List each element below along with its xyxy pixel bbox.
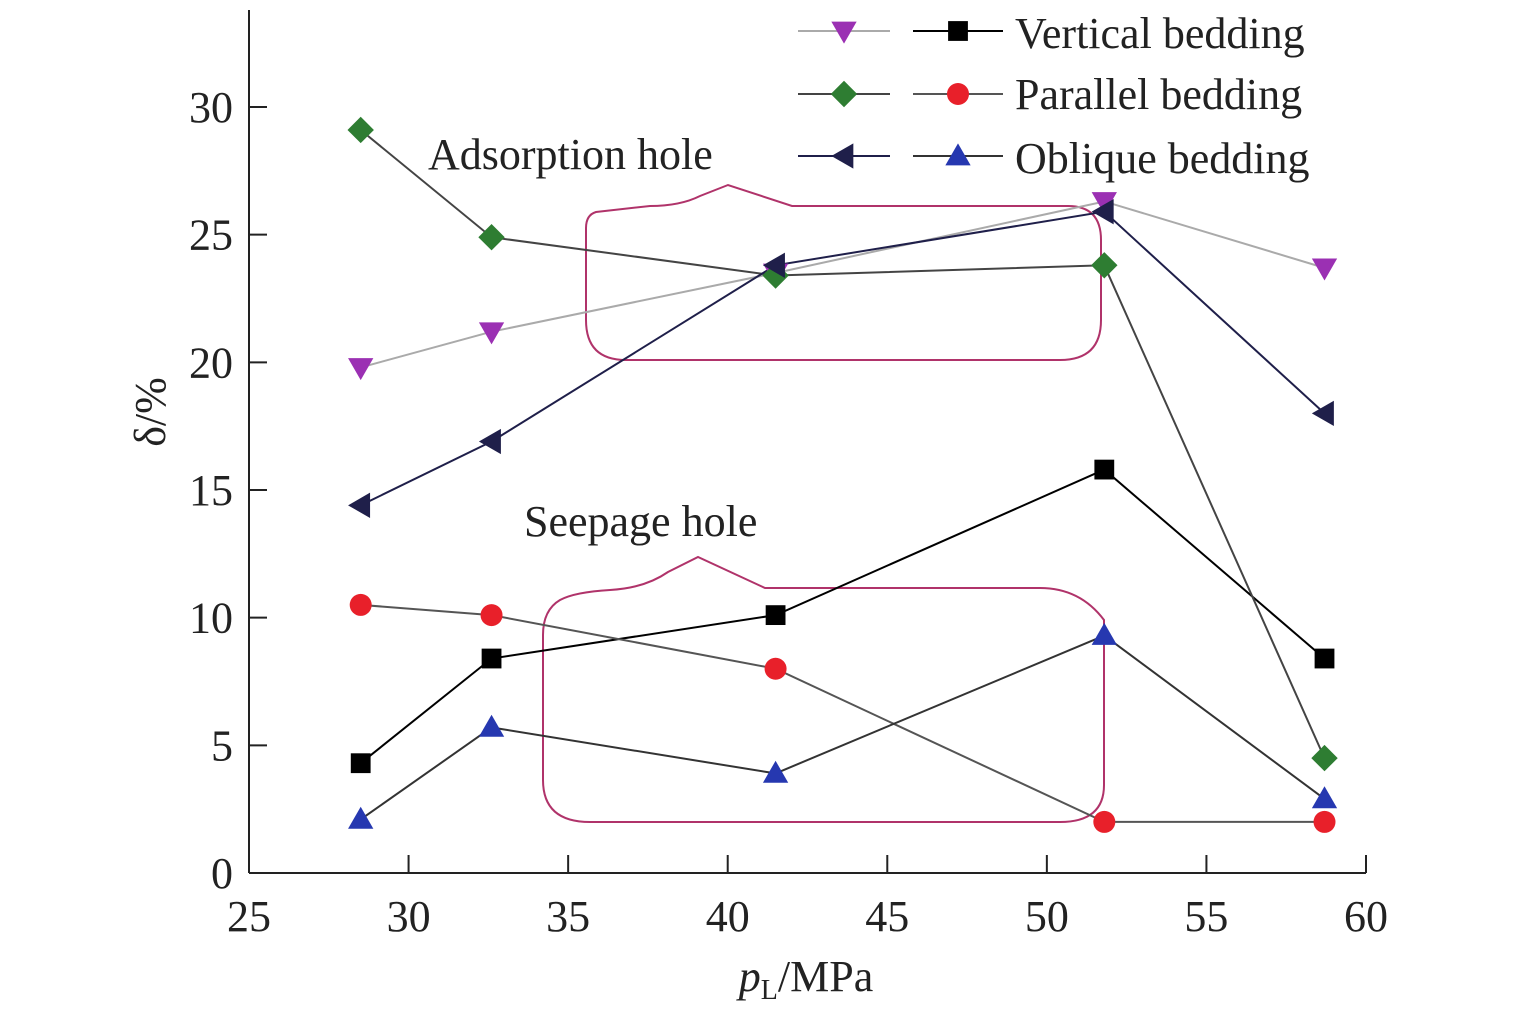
data-point-seepage-hole-parallel-bedding [480, 604, 503, 627]
region-adsorption-hole [585, 183, 1102, 361]
data-point-adsorption-hole-parallel-bedding [762, 262, 789, 289]
legend-marker [945, 143, 971, 166]
legend-label-oblique-bedding: Oblique bedding [1015, 134, 1310, 183]
series-line-adsorption-hole-oblique-bedding [360, 210, 1326, 507]
data-point-adsorption-hole-vertical-bedding [1311, 258, 1338, 281]
x-tick-label: 25 [227, 892, 271, 941]
data-point-adsorption-hole-parallel-bedding [478, 224, 505, 251]
data-point-seepage-hole-parallel-bedding [1313, 810, 1336, 833]
data-point-seepage-hole-vertical-bedding [350, 753, 371, 774]
data-point-seepage-hole-vertical-bedding [481, 648, 502, 669]
data-point-seepage-hole-vertical-bedding [765, 605, 786, 626]
x-axis-title: pL/MPa [736, 952, 873, 1006]
annotation-regions [542, 183, 1105, 823]
y-tick-label: 0 [211, 849, 233, 898]
data-point-adsorption-hole-parallel-bedding [1311, 744, 1338, 772]
data-point-seepage-hole-oblique-bedding [1091, 622, 1117, 645]
y-tick-label: 20 [189, 338, 233, 387]
tick-labels: 25 30 35 40 45 50 55 60 0 5 10 15 20 25 30 [189, 83, 1388, 941]
data-point-adsorption-hole-oblique-bedding [1311, 400, 1334, 427]
x-tick-label: 55 [1184, 892, 1228, 941]
data-point-adsorption-hole-parallel-bedding [347, 116, 374, 144]
legend-marker [947, 83, 969, 105]
x-axis-title-unit: /MPa [778, 952, 873, 1001]
legend: Vertical bedding Parallel bedding Obliqu… [798, 9, 1310, 183]
region-seepage-hole [542, 555, 1105, 823]
x-axis-title-main: p [736, 952, 761, 1001]
series-markers [347, 116, 1338, 833]
data-point-adsorption-hole-oblique-bedding [762, 252, 785, 278]
y-tick-label: 15 [189, 466, 233, 515]
legend-glyphs [798, 21, 1003, 169]
legend-label-vertical-bedding: Vertical bedding [1015, 9, 1305, 58]
x-tick-label: 45 [865, 892, 909, 941]
annotation-seepage-hole: Seepage hole [524, 497, 757, 546]
series-lines [360, 129, 1326, 823]
series-line-seepage-hole-oblique-bedding [360, 634, 1326, 821]
annotation-adsorption-hole: Adsorption hole [428, 130, 713, 179]
series-line-seepage-hole-parallel-bedding [360, 603, 1325, 823]
y-axis-title: δ/% [126, 377, 175, 447]
data-point-seepage-hole-parallel-bedding [1093, 810, 1116, 833]
x-tick-label: 35 [546, 892, 590, 941]
y-tick-label: 5 [211, 721, 233, 770]
x-tick-label: 60 [1344, 892, 1388, 941]
axes [248, 10, 1367, 874]
legend-label-parallel-bedding: Parallel bedding [1015, 70, 1302, 119]
data-point-adsorption-hole-oblique-bedding [1091, 199, 1114, 225]
data-point-adsorption-hole-vertical-bedding [478, 322, 505, 345]
data-point-seepage-hole-oblique-bedding [478, 714, 505, 737]
series-line-adsorption-hole-vertical-bedding [360, 200, 1325, 369]
legend-marker [831, 21, 857, 44]
series-line-seepage-hole-vertical-bedding [360, 468, 1326, 764]
x-tick-label: 30 [387, 892, 431, 941]
data-point-adsorption-hole-oblique-bedding [478, 428, 501, 455]
legend-marker [830, 80, 858, 108]
y-tick-label: 10 [189, 594, 233, 643]
y-tick-label: 25 [189, 211, 233, 260]
data-point-seepage-hole-parallel-bedding [764, 657, 787, 680]
data-point-adsorption-hole-vertical-bedding [1091, 192, 1117, 215]
x-axis-title-subscript: L [761, 975, 778, 1006]
data-point-seepage-hole-oblique-bedding [348, 806, 374, 829]
legend-marker [948, 21, 968, 41]
y-tick-label: 30 [189, 83, 233, 132]
data-point-seepage-hole-parallel-bedding [349, 593, 372, 616]
data-point-adsorption-hole-vertical-bedding [348, 358, 374, 381]
legend-marker [831, 143, 854, 169]
data-point-seepage-hole-vertical-bedding [1094, 459, 1115, 480]
data-point-adsorption-hole-parallel-bedding [1091, 252, 1118, 279]
data-point-seepage-hole-oblique-bedding [762, 760, 789, 783]
data-point-seepage-hole-vertical-bedding [1314, 648, 1335, 669]
x-tick-label: 40 [706, 892, 750, 941]
data-point-seepage-hole-oblique-bedding [1311, 786, 1338, 809]
data-point-adsorption-hole-oblique-bedding [348, 492, 371, 518]
x-tick-label: 50 [1025, 892, 1069, 941]
